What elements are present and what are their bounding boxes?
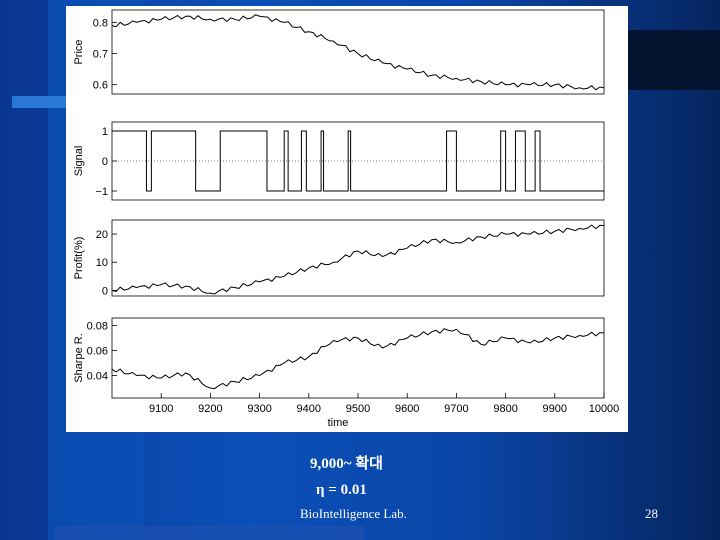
series-line-profit- [111,224,605,295]
series-line-signal [112,130,604,192]
y-tick-label: 0 [102,285,108,297]
y-axis-label: Price [73,39,85,64]
page-number: 28 [645,506,658,521]
x-tick-label: 9200 [198,403,222,415]
x-tick-label: 9600 [395,403,419,415]
x-tick-label: 9900 [543,403,567,415]
y-axis-label: Sharpe R. [73,333,85,383]
y-tick-label: 0 [102,156,108,168]
y-axis-label: Profit(%) [73,237,85,280]
background-accent-bar [12,96,67,108]
y-tick-label: 0.8 [93,17,108,29]
stacked-line-charts: 0.6 0.7 0.8 Price −1 0 1 Signal 0 10 20 Profit(%) 0.… [73,9,620,429]
caption-eta: η = 0.01 [316,482,367,498]
plot-frame [111,9,605,95]
caption-zoom: 9,000~ 확대 [310,456,383,472]
x-tick-label: 10000 [589,403,620,415]
y-tick-label: 10 [96,257,108,269]
plot-frame [111,219,605,297]
series-line-price [111,14,605,91]
footer-lab-name: BioIntelligence Lab. [300,506,407,521]
y-tick-label: 0.04 [87,371,108,383]
background-accent-dark [625,30,720,90]
x-axis-label: time [328,417,349,429]
background-band [0,0,48,540]
x-tick-label: 9700 [444,403,468,415]
figure-panel: 0.6 0.7 0.8 Price −1 0 1 Signal 0 10 20 Profit(%) 0.… [66,6,628,432]
x-tick-label: 9400 [297,403,321,415]
y-axis-label: Signal [73,146,85,177]
plot-frame [111,317,605,399]
y-tick-label: 1 [102,126,108,138]
x-tick-label: 9800 [493,403,517,415]
y-tick-label: 0.08 [87,321,108,333]
y-tick-label: 0.6 [93,80,108,92]
x-tick-label: 9100 [149,403,173,415]
y-tick-label: 0.06 [87,346,108,358]
y-tick-label: 20 [96,229,108,241]
y-tick-label: −1 [95,186,108,198]
x-tick-label: 9500 [346,403,370,415]
series-line-sharpe-r- [111,328,605,390]
x-tick-label: 9300 [247,403,271,415]
background-bottom-bar [55,526,365,540]
y-tick-label: 0.7 [93,49,108,61]
